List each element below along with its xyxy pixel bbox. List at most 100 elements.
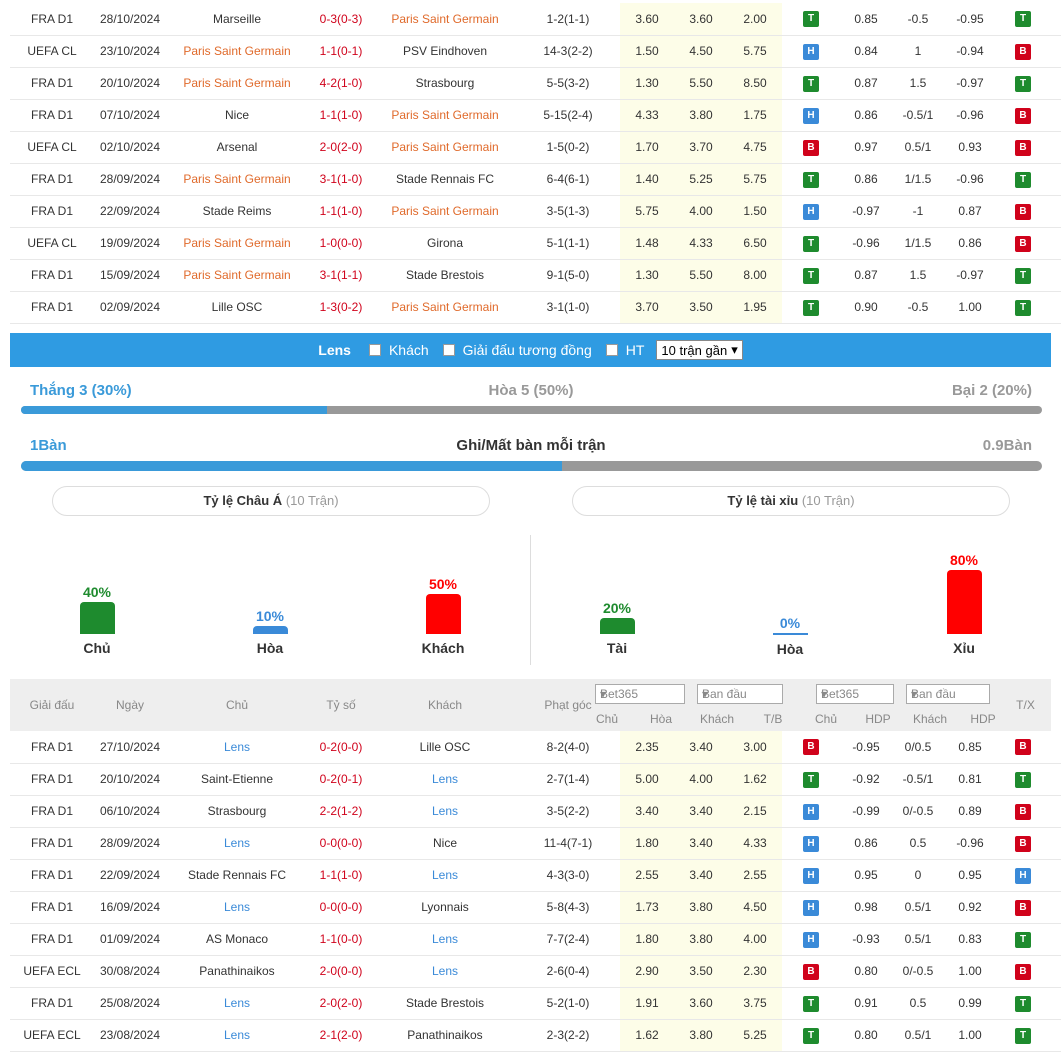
same-league-checkbox[interactable] — [442, 344, 455, 356]
away-cell[interactable]: Lens — [374, 859, 516, 892]
away-cell[interactable]: Lens — [374, 923, 516, 956]
bookmaker-select-1[interactable]: Bet365 ▾ — [595, 684, 685, 704]
odds-draw-cell: 3.40 — [674, 795, 728, 828]
overunder-bar-pct: 80% — [949, 552, 979, 568]
table-row[interactable]: FRA D1 28/09/2024 Paris Saint Germain 3-1(1… — [10, 163, 1061, 196]
odds-away-cell: 3.75 — [728, 987, 782, 1020]
home-cell[interactable]: Paris Saint Germain — [166, 227, 308, 260]
result-badge: T — [803, 771, 819, 788]
bookmaker-select-2[interactable]: Bet365 ▾ — [816, 684, 894, 704]
header-date: Ngày — [115, 698, 144, 712]
date-cell: 28/09/2024 — [94, 163, 166, 196]
away-cell[interactable]: Lens — [374, 955, 516, 988]
odds-home-cell: 2.55 — [620, 859, 674, 892]
away-cell[interactable]: Paris Saint Germain — [374, 99, 516, 132]
away-cell[interactable]: PSV Eindhoven — [374, 35, 516, 68]
table-row[interactable]: UEFA CL 02/10/2024 Arsenal 2-0(2-0) Paris Sa… — [10, 131, 1061, 164]
table-row[interactable]: FRA D1 25/08/2024 Lens 2-0(2-0) Stade Bresto… — [10, 987, 1061, 1020]
home-cell[interactable]: Arsenal — [166, 131, 308, 164]
odds-type-select-1[interactable]: Ban đầu ▾ — [697, 684, 783, 704]
odds-draw-cell: 3.70 — [674, 131, 728, 164]
corners-cell: 5-2(1-0) — [516, 987, 620, 1020]
table-row[interactable]: FRA D1 22/09/2024 Stade Rennais FC 1-1(1-0)… — [10, 859, 1061, 892]
away-cell[interactable]: Lyonnais — [374, 891, 516, 924]
home-cell[interactable]: Strasbourg — [166, 795, 308, 828]
away-cell[interactable]: Stade Brestois — [374, 259, 516, 292]
table-row[interactable]: FRA D1 16/09/2024 Lens 0-0(0-0) Lyonnais 5-8(… — [10, 891, 1061, 924]
home-cell[interactable]: Nice — [166, 99, 308, 132]
home-cell[interactable]: Lille OSC — [166, 291, 308, 324]
table-row[interactable]: FRA D1 06/10/2024 Strasbourg 2-2(1-2) Lens 3-… — [10, 795, 1061, 828]
home-cell[interactable]: Lens — [166, 987, 308, 1020]
away-checkbox[interactable] — [368, 344, 381, 356]
table-row[interactable]: FRA D1 28/09/2024 Lens 0-0(0-0) Nice 11-4(7-1… — [10, 827, 1061, 860]
away-cell[interactable]: Stade Brestois — [374, 987, 516, 1020]
away-cell[interactable]: Paris Saint Germain — [374, 131, 516, 164]
hdp-home-cell: -0.96 — [840, 227, 892, 260]
away-cell[interactable]: Paris Saint Germain — [374, 195, 516, 228]
table-row[interactable]: FRA D1 28/10/2024 Marseille 0-3(0-3) Paris S… — [10, 3, 1061, 36]
away-cell[interactable]: Paris Saint Germain — [374, 3, 516, 36]
table-row[interactable]: UEFA ECL 23/08/2024 Lens 2-1(2-0) Panathinai… — [10, 1019, 1061, 1052]
table-row[interactable]: FRA D1 20/10/2024 Saint-Etienne 0-2(0-1) Len… — [10, 763, 1061, 796]
table-row[interactable]: FRA D1 27/10/2024 Lens 0-2(0-0) Lille OSC 8-2… — [10, 731, 1061, 764]
table-row[interactable]: FRA D1 07/10/2024 Nice 1-1(1-0) Paris Saint … — [10, 99, 1061, 132]
ht-checkbox[interactable] — [605, 344, 618, 356]
home-cell[interactable]: Paris Saint Germain — [166, 35, 308, 68]
home-cell[interactable]: Paris Saint Germain — [166, 67, 308, 100]
home-cell[interactable]: Paris Saint Germain — [166, 163, 308, 196]
table-row[interactable]: FRA D1 20/10/2024 Paris Saint Germain 4-2(1… — [10, 67, 1061, 100]
home-cell[interactable]: Stade Rennais FC — [166, 859, 308, 892]
asian-bar-1: 10% Hòa — [235, 608, 305, 656]
league-cell: FRA D1 — [10, 987, 94, 1020]
home-cell[interactable]: Paris Saint Germain — [166, 259, 308, 292]
odds-home-cell: 1.50 — [620, 35, 674, 68]
asian-bar-label: Hòa — [256, 640, 284, 656]
home-cell[interactable]: Lens — [166, 827, 308, 860]
odds-away-cell: 1.50 — [728, 195, 782, 228]
odds-type-select-2[interactable]: Ban đầu ▾ — [906, 684, 990, 704]
odds-home-cell: 5.00 — [620, 763, 674, 796]
table-row[interactable]: UEFA CL 19/09/2024 Paris Saint Germain 1-0(… — [10, 227, 1061, 260]
match-count-value: 10 trận gần — [661, 342, 728, 358]
home-cell[interactable]: AS Monaco — [166, 923, 308, 956]
home-cell[interactable]: Lens — [166, 891, 308, 924]
away-cell[interactable]: Nice — [374, 827, 516, 860]
asian-handicap-pill: Tỷ lệ Châu Á (10 Trận) — [52, 486, 490, 516]
home-cell[interactable]: Marseille — [166, 3, 308, 36]
away-cell[interactable]: Lens — [374, 763, 516, 796]
table-row[interactable]: FRA D1 22/09/2024 Stade Reims 1-1(1-0) Paris… — [10, 195, 1061, 228]
home-cell[interactable]: Saint-Etienne — [166, 763, 308, 796]
overunder-bar-0: 20% Tài — [582, 600, 652, 656]
away-cell[interactable]: Panathinaikos — [374, 1019, 516, 1052]
ou-result-badge-cell: X — [1050, 227, 1061, 260]
score-cell: 2-0(2-0) — [308, 131, 374, 164]
home-cell[interactable]: Lens — [166, 1019, 308, 1052]
table-row[interactable]: FRA D1 01/09/2024 AS Monaco 1-1(0-0) Lens 7-7… — [10, 923, 1061, 956]
odds-home-cell: 3.40 — [620, 795, 674, 828]
away-cell[interactable]: Strasbourg — [374, 67, 516, 100]
match-count-select[interactable]: 10 trận gần ▾ — [656, 340, 743, 360]
odds-draw-cell: 4.00 — [674, 195, 728, 228]
away-cell[interactable]: Lens — [374, 795, 516, 828]
hdp-result-badge: H — [1015, 867, 1031, 884]
date-cell: 22/09/2024 — [94, 195, 166, 228]
home-cell[interactable]: Panathinaikos — [166, 955, 308, 988]
away-cell[interactable]: Girona — [374, 227, 516, 260]
home-cell[interactable]: Stade Reims — [166, 195, 308, 228]
result-badge-cell: H — [782, 827, 840, 860]
corners-cell: 5-5(3-2) — [516, 67, 620, 100]
corners-cell: 4-3(3-0) — [516, 859, 620, 892]
away-cell[interactable]: Lille OSC — [374, 731, 516, 764]
table-row[interactable]: UEFA CL 23/10/2024 Paris Saint Germain 1-1(… — [10, 35, 1061, 68]
filter-bar: Lens Khách Giải đấu tương đồng HT 10 trậ… — [10, 333, 1051, 367]
ou-result-badge-cell: X — [1050, 987, 1061, 1020]
home-cell[interactable]: Lens — [166, 731, 308, 764]
bookmaker-select-2-value: Bet365 — [821, 687, 860, 701]
away-cell[interactable]: Stade Rennais FC — [374, 163, 516, 196]
hdp-line-cell: 0/-0.5 — [892, 955, 944, 988]
table-row[interactable]: FRA D1 15/09/2024 Paris Saint Germain 3-1(1… — [10, 259, 1061, 292]
away-cell[interactable]: Paris Saint Germain — [374, 291, 516, 324]
table-row[interactable]: FRA D1 02/09/2024 Lille OSC 1-3(0-2) Paris S… — [10, 291, 1061, 324]
table-row[interactable]: UEFA ECL 30/08/2024 Panathinaikos 2-0(0-0) L… — [10, 955, 1061, 988]
